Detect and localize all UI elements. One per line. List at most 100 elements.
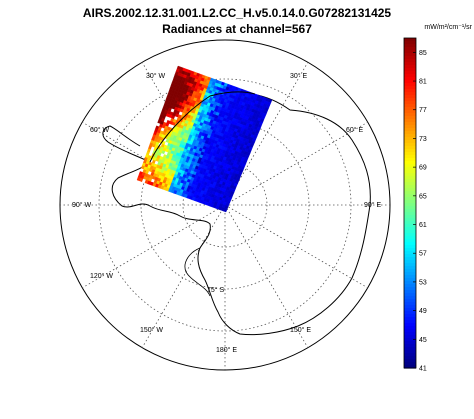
colorbar-tick-label: 49 [419,308,427,315]
colorbar-segment [404,239,416,243]
colorbar-segment [404,284,416,288]
colorbar-segment [404,191,416,195]
colorbar-tick-label: 81 [419,79,427,86]
colorbar-segment [404,47,416,51]
colorbar-segment [404,257,416,261]
colorbar-tick-label: 73 [419,136,427,143]
colorbar-segment [404,80,416,84]
colorbar-segment [404,299,416,303]
colorbar-tick-label: 85 [419,50,427,57]
colorbar-segment [404,263,416,267]
colorbar-segment [404,50,416,54]
colorbar-tick-label: 61 [419,222,427,229]
colorbar-segment [404,287,416,291]
colorbar-segment [404,62,416,66]
colorbar-segment [404,224,416,228]
colorbar-tick-label: 77 [419,107,427,114]
colorbar-segment [404,128,416,132]
lon-label-150e: 150° E [290,326,311,334]
colorbar-segment [404,266,416,270]
lon-label-120w: 120° W [90,272,113,280]
colorbar-segment [404,53,416,57]
colorbar-segment [404,353,416,357]
colorbar-segment [404,296,416,300]
colorbar-segment [404,152,416,156]
colorbar-segment [404,269,416,273]
colorbar-segment [404,218,416,222]
colorbar-segment [404,251,416,255]
colorbar-segment [404,68,416,72]
colorbar-segment [404,200,416,204]
colorbar-segment [404,323,416,327]
colorbar-tick-label: 53 [419,279,427,286]
coastline [111,92,371,336]
colorbar-segment [404,98,416,102]
colorbar-segment [404,278,416,282]
colorbar-segment [404,338,416,342]
colorbar-segment [404,308,416,312]
colorbar-segment [404,350,416,354]
ice-shelf [184,247,211,297]
colorbar-segment [404,140,416,144]
colorbar-segment [404,185,416,189]
colorbar-segment [404,89,416,93]
colorbar-segment [404,143,416,147]
meridians [60,61,390,370]
peninsula [102,125,151,163]
colorbar-frame [403,37,417,369]
colorbar-segment [404,176,416,180]
colorbar-segment [404,158,416,162]
colorbar-segment [404,242,416,246]
colorbar-segment [404,332,416,336]
colorbar-segment [404,293,416,297]
colorbar-segment [404,44,416,48]
colorbar-segment [404,302,416,306]
colorbar-segment [404,311,416,315]
lat-label-75s: 75° S [207,286,225,294]
lon-label-60w: 60° W [90,126,110,134]
colorbar-tick-label: 65 [419,193,427,200]
colorbar-segment [404,347,416,351]
colorbar-segment [404,329,416,333]
colorbar-segment [404,74,416,78]
lon-label-30w: 30° W [146,72,166,80]
colorbar-segment [404,260,416,264]
colorbar-segment [404,149,416,153]
colorbar-segment [404,356,416,360]
colorbar-segment [404,344,416,348]
colorbar-segment [404,221,416,225]
colorbar-segment [404,38,416,42]
plot-title-line2: Radiances at channel=567 [162,22,312,36]
colorbar-segment [404,233,416,237]
colorbar-segment [404,209,416,213]
colorbar-segment [404,95,416,99]
colorbar-segment [404,248,416,252]
colorbar-tick-label: 45 [419,337,427,344]
lon-label-150w: 150° W [140,326,163,334]
colorbar-segment [404,71,416,75]
lon-label-60e: 60° E [346,126,364,134]
colorbar-segment [404,83,416,87]
swath-coastline-overlay [149,91,256,163]
colorbar-segment [404,227,416,231]
colorbar-segment [404,86,416,90]
colorbar-segment [404,194,416,198]
colorbar-tick-label: 69 [419,165,427,172]
colorbar-segment [404,281,416,285]
colorbar-segment [404,275,416,279]
colorbar-segment [404,161,416,165]
colorbar-segment [404,215,416,219]
lon-label-90w: 90° W [72,201,92,209]
colorbar-segment [404,236,416,240]
lon-label-180: 180° E [216,346,237,354]
colorbar-units: mW/m²/cm⁻¹/sr [424,24,472,31]
colorbar-segment [404,203,416,207]
colorbar-segment [404,305,416,309]
colorbar-segment [404,131,416,135]
colorbar-segment [404,65,416,69]
colorbar-segment [404,326,416,330]
colorbar-segment [404,179,416,183]
colorbar-segment [404,362,416,366]
colorbar-segment [404,320,416,324]
